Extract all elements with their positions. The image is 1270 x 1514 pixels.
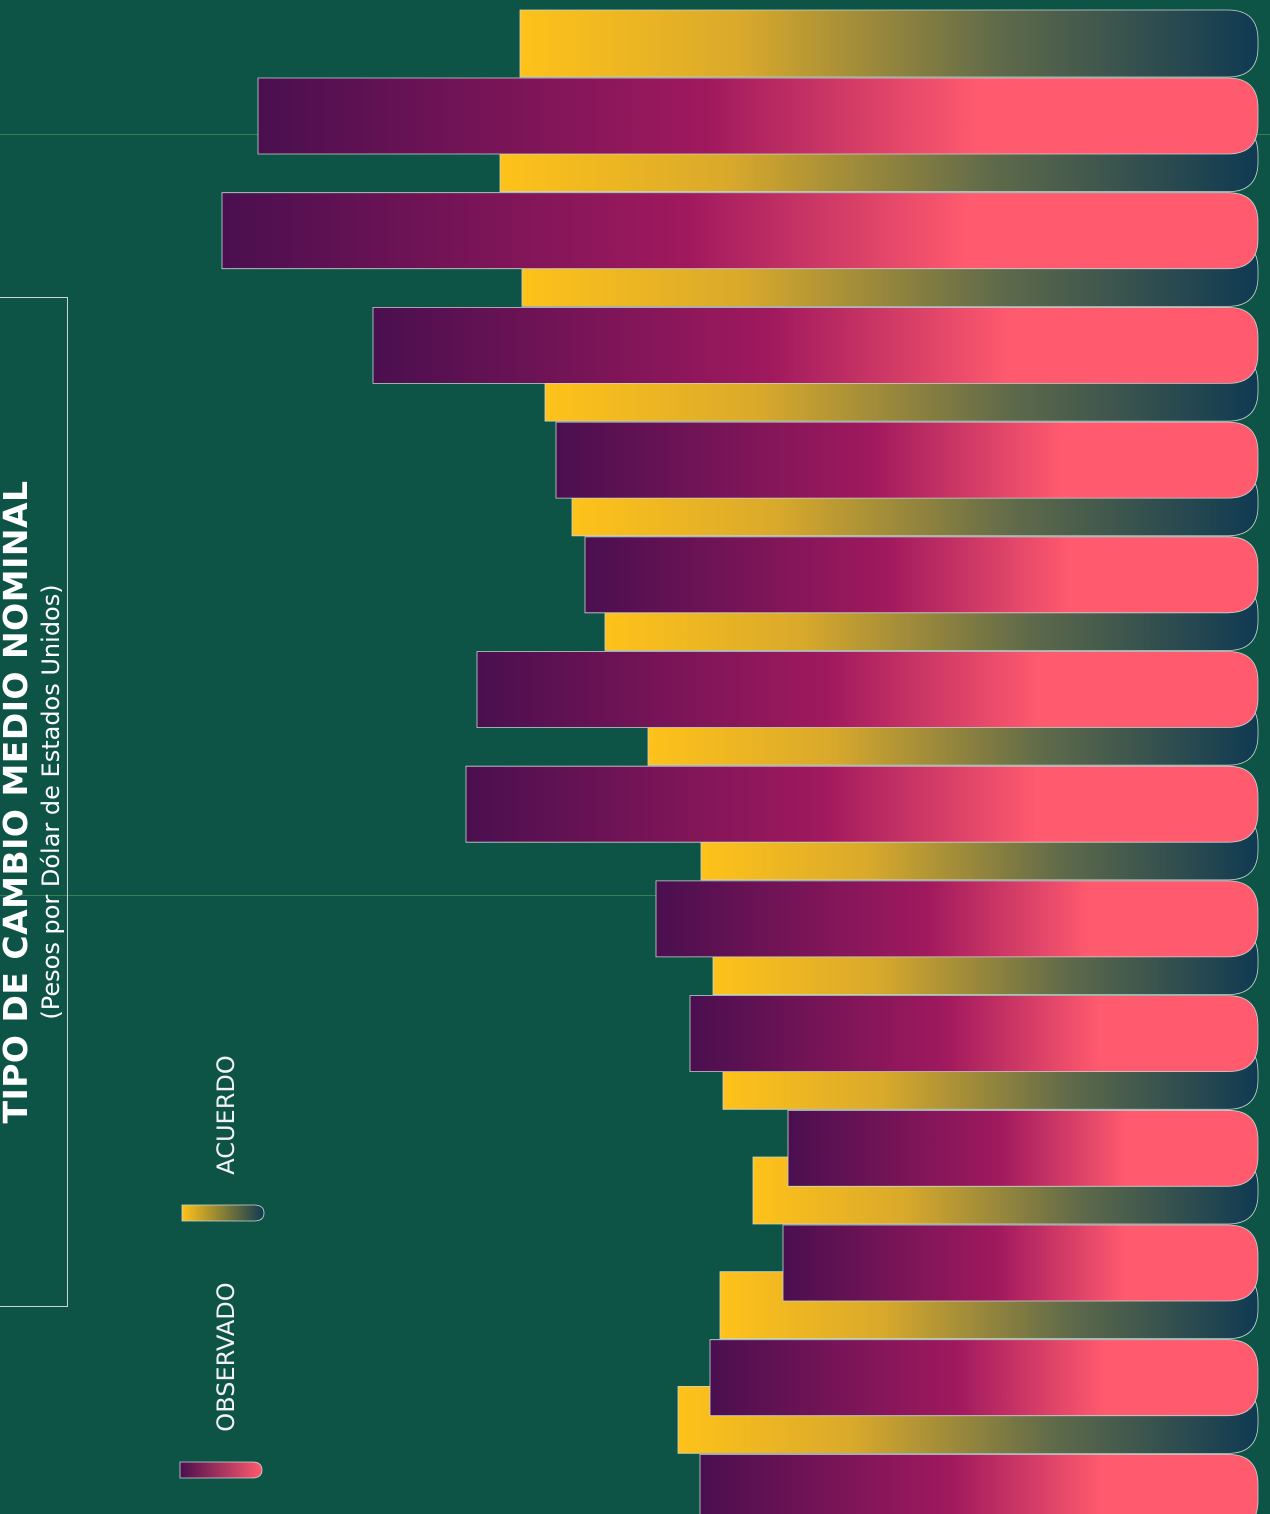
legend-swatch-observado bbox=[179, 1461, 263, 1479]
observado-bar-13 bbox=[699, 1454, 1259, 1514]
observado-bar-6 bbox=[476, 651, 1259, 728]
title-box bbox=[0, 297, 68, 1307]
observado-bar-10 bbox=[787, 1109, 1259, 1187]
title-block: TIPO DE CAMBIO MEDIO NOMINAL (Pesos por … bbox=[0, 302, 72, 1302]
observado-bar-2 bbox=[221, 192, 1259, 270]
chart-title: TIPO DE CAMBIO MEDIO NOMINAL bbox=[0, 480, 35, 1124]
observado-bar-9 bbox=[689, 995, 1259, 1072]
legend-label-acuerdo: ACUERDO bbox=[212, 1055, 240, 1175]
observado-bar-11 bbox=[782, 1224, 1259, 1302]
legend-swatch-acuerdo bbox=[181, 1204, 265, 1222]
chart-subtitle: (Pesos por Dólar de Estados Unidos) bbox=[37, 584, 65, 1020]
observado-bar-4 bbox=[555, 421, 1259, 499]
acuerdo-bar-1 bbox=[519, 9, 1259, 78]
observado-bar-7 bbox=[465, 765, 1259, 843]
legend-label-observado: OBSERVADO bbox=[212, 1282, 240, 1432]
bars-group bbox=[221, 9, 1259, 1514]
observado-bar-3 bbox=[372, 307, 1259, 384]
frame-line-mid bbox=[0, 895, 700, 896]
observado-bar-8 bbox=[655, 880, 1259, 958]
observado-bar-1 bbox=[257, 77, 1259, 155]
observado-bar-5 bbox=[584, 536, 1259, 614]
observado-bar-12 bbox=[709, 1339, 1259, 1417]
